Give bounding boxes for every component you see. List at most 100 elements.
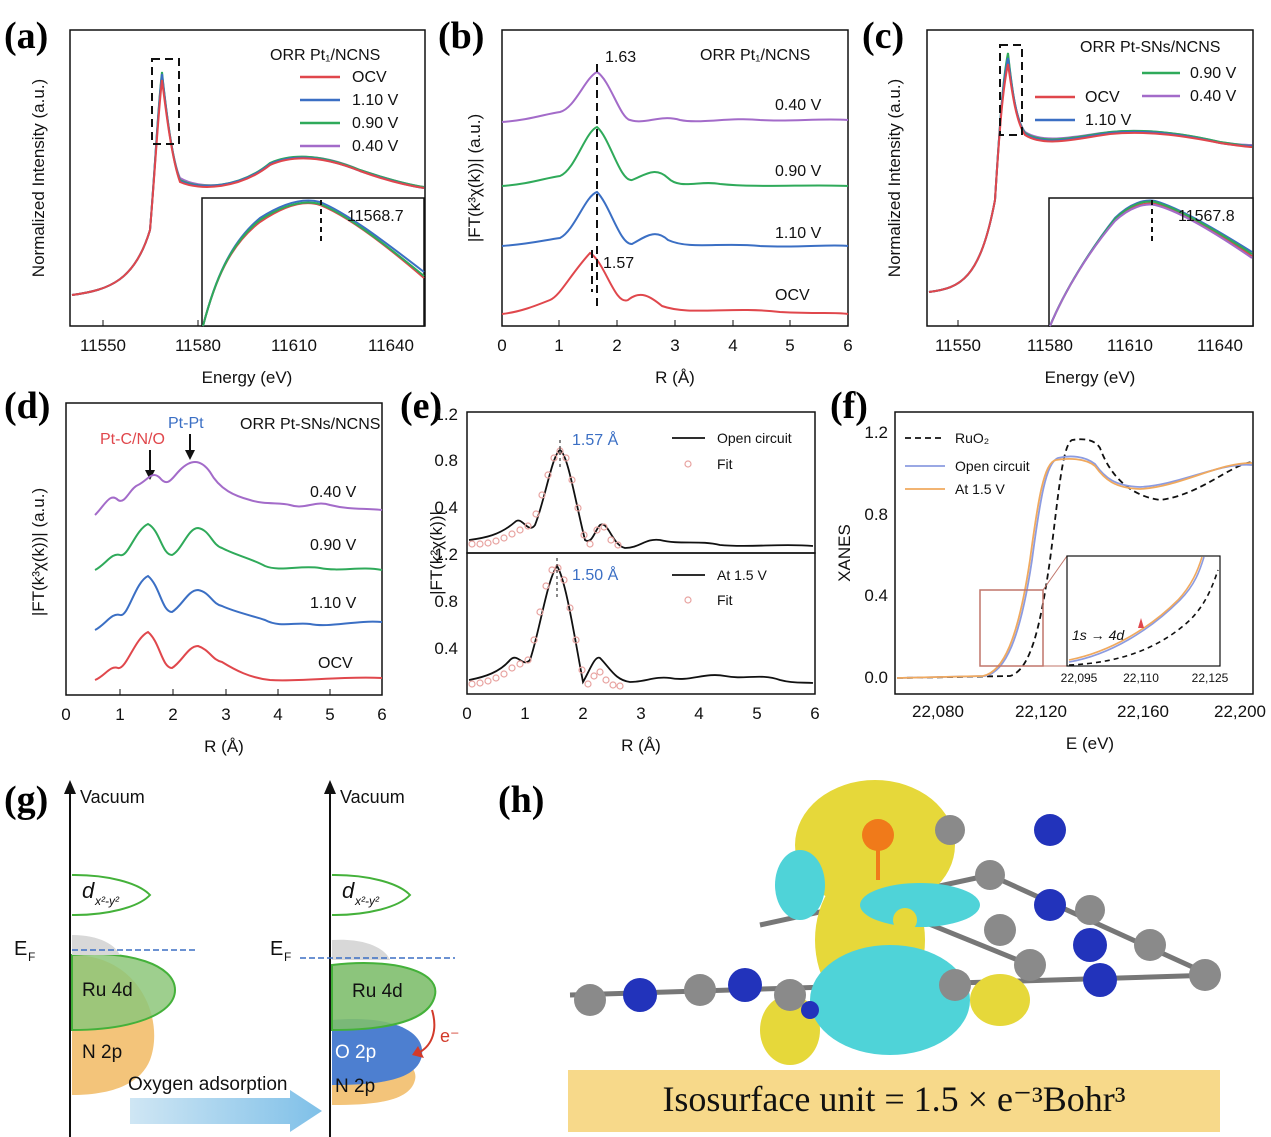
panel-f-yticks: 0.0 0.4 0.8 1.2 xyxy=(864,423,888,687)
panel-g-ef-right: E xyxy=(270,938,283,960)
panel-b-peak-bottom: 1.57 xyxy=(603,255,634,272)
panel-f-inset: 1s → 4d 22,095 22,110 22,125 xyxy=(1061,555,1229,685)
panel-c-inset: 11567.8 xyxy=(1048,197,1254,327)
panel-e-top-measured xyxy=(468,448,814,549)
panel-g-ru4d-left xyxy=(71,953,177,1032)
panel-e-yticks: 0.4 0.8 1.2 0.4 0.8 1.2 xyxy=(434,405,458,658)
panel-e-label: (e) xyxy=(400,385,442,427)
panel-g-arrow-label: Oxygen adsorption xyxy=(128,1074,288,1095)
panel-d-title: ORR Pt-SNs/NCNS xyxy=(240,416,380,433)
panel-b-line-ocv xyxy=(501,251,849,315)
panel-e-ylabel: |FT(k²χ(k))| xyxy=(427,511,446,595)
panel-a-xtick: 11550 xyxy=(80,336,126,355)
panel-e-legend-item: At 1.5 V xyxy=(717,567,767,583)
panel-c-legend-item: 0.90 V xyxy=(1190,65,1237,82)
panel-d-xtick: 5 xyxy=(325,705,334,724)
panel-a-label: (a) xyxy=(4,15,48,57)
panel-f-ytick: 0.0 xyxy=(864,668,888,687)
panel-a-zoom-box xyxy=(151,58,180,145)
panel-c-xticks: 11550 11580 11610 11640 xyxy=(935,320,1243,355)
panel-d-line-ocv xyxy=(94,630,383,682)
panel-a-xticks: 11550 11580 11610 11640 xyxy=(80,320,414,355)
panel-b-xtick: 2 xyxy=(612,336,621,355)
panel-c-zoom-box xyxy=(999,44,1023,136)
panel-h-label: (h) xyxy=(498,779,544,821)
panel-f-line-open xyxy=(896,455,1253,679)
panel-c-xtick: 11610 xyxy=(1107,336,1153,355)
panel-d-trace-label: 0.40 V xyxy=(310,484,357,501)
panel-g-vacuum-left: Vacuum xyxy=(80,787,145,807)
panel-d-label: (d) xyxy=(4,385,50,427)
panel-e-xtick: 3 xyxy=(636,704,645,723)
panel-e-legend-item: Open circuit xyxy=(717,430,792,446)
panel-g-o2p-right xyxy=(332,1019,423,1085)
panel-g-dx-orbital-right xyxy=(331,873,412,917)
panel-f-inset-xtick: 22,125 xyxy=(1192,671,1229,685)
panel-e-bottom-fit xyxy=(468,564,624,690)
panel-e-xtick: 5 xyxy=(752,704,761,723)
panel-a-curves xyxy=(71,71,425,296)
panel-b-peak-top: 1.63 xyxy=(605,49,636,66)
panel-b-label: (b) xyxy=(438,15,484,57)
panel-d: (d) |FT(k³χ(k))| (a.u.) ORR Pt-SNs/NCNS … xyxy=(4,385,387,756)
panel-e-ytick: 0.8 xyxy=(434,592,458,611)
panel-f-line-ruo2 xyxy=(896,438,1253,679)
panel-g-dx-sub-left: x²-y² xyxy=(94,894,120,908)
panel-d-xtick: 6 xyxy=(377,705,386,724)
panel-g-n2p-label-left: N 2p xyxy=(82,1042,122,1063)
panel-d-xtick: 0 xyxy=(61,705,70,724)
panel-g-dx-sub-right: x²-y² xyxy=(354,894,380,908)
panel-f-line-at15 xyxy=(896,458,1253,679)
panel-d-xtick: 4 xyxy=(273,705,282,724)
panel-b-curves xyxy=(501,70,849,315)
panel-d-xtick: 1 xyxy=(115,705,124,724)
panel-e-bottom-measured xyxy=(468,564,814,685)
panel-b-line-090 xyxy=(501,125,849,187)
panel-e-ytick: 0.4 xyxy=(434,639,458,658)
panel-c: (c) Normalized Intensity (a.u.) 11550 11… xyxy=(862,15,1254,387)
panel-e-xtick: 2 xyxy=(578,704,587,723)
panel-e-xlabel: R (Å) xyxy=(621,736,661,755)
panel-f-ytick: 1.2 xyxy=(864,423,888,442)
panel-g-adsorption-arrow xyxy=(130,1090,322,1132)
panel-b-xtick: 4 xyxy=(728,336,737,355)
panel-g-dx-right: d xyxy=(342,878,355,903)
panel-d-line-090 xyxy=(94,522,383,571)
panel-h-isosurface xyxy=(569,780,1221,1065)
panel-d-frame xyxy=(65,402,383,696)
panel-b-xtick: 0 xyxy=(497,336,506,355)
panel-b-xtick: 5 xyxy=(785,336,794,355)
panel-d-ylabel: |FT(k³χ(k))| (a.u.) xyxy=(29,488,48,616)
panel-b-xticks: 0 1 2 3 4 5 6 xyxy=(497,320,853,355)
panel-a: (a) Normalized Intensity (a.u.) 11550 11… xyxy=(4,15,426,387)
panel-c-legend-item: OCV xyxy=(1085,89,1120,106)
panel-e-xtick: 6 xyxy=(810,704,819,723)
panel-d-xtick: 3 xyxy=(221,705,230,724)
panel-a-xtick: 11580 xyxy=(175,336,221,355)
panel-f-inset-xtick: 22,095 xyxy=(1061,671,1098,685)
panel-e-ytick: 0.8 xyxy=(434,451,458,470)
panel-c-ylabel: Normalized Intensity (a.u.) xyxy=(885,79,904,277)
panel-b-xtick: 3 xyxy=(670,336,679,355)
panel-a-ylabel: Normalized Intensity (a.u.) xyxy=(29,79,48,277)
panel-g-dx-left: d xyxy=(82,878,95,903)
panel-g-dx-orbital-left xyxy=(71,873,152,917)
panel-e-ytick: 1.2 xyxy=(434,405,458,424)
panel-f-legend-item: At 1.5 V xyxy=(955,481,1005,497)
panel-h-atom-c xyxy=(574,984,606,1016)
panel-h-cyan-lobe xyxy=(810,945,970,1055)
panel-a-legend: ORR Pt₁/NCNS OCV 1.10 V 0.90 V 0.40 V xyxy=(270,47,399,155)
panel-f-xtick: 22,120 xyxy=(1015,702,1067,721)
panel-b-trace-label: 0.40 V xyxy=(775,97,822,114)
isosurface-banner: Isosurface unit = 1.5 × e⁻³Bohr³ xyxy=(568,1070,1220,1132)
panel-a-legend-item: OCV xyxy=(352,69,387,86)
panel-b-title: ORR Pt₁/NCNS xyxy=(700,47,810,64)
panel-c-xlabel: Energy (eV) xyxy=(1045,368,1136,387)
panel-g-electron-arrow xyxy=(419,1009,436,1053)
panel-f-inset-arrow xyxy=(1138,618,1144,628)
panel-b-trace-label: OCV xyxy=(775,287,810,304)
panel-b-line-110 xyxy=(501,190,849,248)
panel-f-zoom-box xyxy=(979,589,1044,667)
panel-h: (h) xyxy=(498,779,1221,1065)
